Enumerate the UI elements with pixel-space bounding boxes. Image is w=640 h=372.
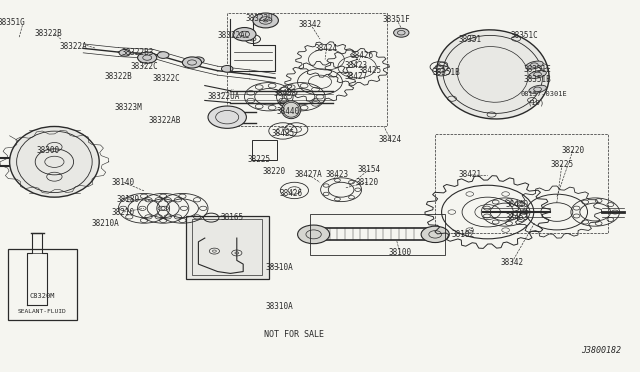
Text: 38220: 38220 xyxy=(262,167,285,176)
Text: 38120: 38120 xyxy=(356,178,379,187)
Ellipse shape xyxy=(282,101,301,119)
Text: 38322UA: 38322UA xyxy=(208,92,240,101)
Text: 38322C: 38322C xyxy=(130,62,158,71)
Text: 38300: 38300 xyxy=(36,146,60,155)
Bar xyxy=(252,140,277,160)
Text: J3800182: J3800182 xyxy=(581,346,621,355)
Circle shape xyxy=(253,13,278,28)
Circle shape xyxy=(421,226,449,243)
Text: C8320M: C8320M xyxy=(29,293,55,299)
Text: 38342: 38342 xyxy=(299,20,322,29)
Text: 38427: 38427 xyxy=(344,72,367,81)
Circle shape xyxy=(182,57,202,68)
Text: 38154: 38154 xyxy=(358,165,381,174)
Text: 38322B3: 38322B3 xyxy=(122,48,154,57)
Ellipse shape xyxy=(10,126,99,197)
Circle shape xyxy=(221,65,233,72)
Text: 38351E: 38351E xyxy=(524,65,552,74)
Circle shape xyxy=(157,52,169,58)
Text: 08157-0301E: 08157-0301E xyxy=(520,91,568,97)
Circle shape xyxy=(233,28,256,41)
Text: 38425: 38425 xyxy=(272,129,295,138)
Circle shape xyxy=(193,57,204,64)
Text: 38322B: 38322B xyxy=(104,72,132,81)
Text: 38322A: 38322A xyxy=(60,42,88,51)
Text: 38426: 38426 xyxy=(350,51,373,60)
Text: 38225: 38225 xyxy=(550,160,573,169)
Text: 38310A: 38310A xyxy=(266,302,294,311)
Text: 38225: 38225 xyxy=(248,155,271,164)
Circle shape xyxy=(298,225,330,244)
Text: 38421: 38421 xyxy=(459,170,482,179)
Text: (10): (10) xyxy=(528,100,545,106)
Text: NOT FOR SALE: NOT FOR SALE xyxy=(264,330,324,339)
Text: 38322AB: 38322AB xyxy=(149,116,181,125)
Ellipse shape xyxy=(529,70,547,78)
Circle shape xyxy=(138,52,157,63)
Text: 38440: 38440 xyxy=(506,200,529,209)
Ellipse shape xyxy=(529,85,547,93)
Text: 38440: 38440 xyxy=(276,107,300,116)
Text: 38310A: 38310A xyxy=(266,263,294,272)
Text: 38210: 38210 xyxy=(112,208,135,217)
Bar xyxy=(192,219,262,275)
Text: 38323M: 38323M xyxy=(114,103,142,112)
Text: 38210A: 38210A xyxy=(92,219,120,228)
Text: 38424: 38424 xyxy=(315,44,338,53)
Text: 38342: 38342 xyxy=(500,258,524,267)
Text: 38351G: 38351G xyxy=(0,18,26,27)
Text: 38425: 38425 xyxy=(358,66,381,75)
Text: 38424: 38424 xyxy=(379,135,402,144)
Text: SEALANT-FLUID: SEALANT-FLUID xyxy=(18,309,67,314)
Text: 38322B: 38322B xyxy=(34,29,62,38)
Text: 38426: 38426 xyxy=(280,189,303,198)
Text: 38453: 38453 xyxy=(506,213,529,222)
Text: 38220: 38220 xyxy=(561,146,584,155)
Text: 38453: 38453 xyxy=(273,89,296,97)
Text: 38351B: 38351B xyxy=(432,68,460,77)
Text: 38102: 38102 xyxy=(451,230,474,239)
Text: 38427A: 38427A xyxy=(294,170,323,179)
Text: 38423: 38423 xyxy=(325,170,348,179)
Ellipse shape xyxy=(525,61,543,69)
Circle shape xyxy=(208,106,246,128)
Circle shape xyxy=(394,28,409,37)
Text: 38322AC: 38322AC xyxy=(218,31,250,40)
Text: 38189: 38189 xyxy=(116,195,140,203)
Text: 38351F: 38351F xyxy=(383,15,411,24)
Text: 38322C: 38322C xyxy=(152,74,180,83)
Circle shape xyxy=(119,49,131,56)
Ellipse shape xyxy=(436,30,549,119)
Text: 38351B: 38351B xyxy=(524,76,552,84)
Text: 38351: 38351 xyxy=(459,35,482,44)
Text: 38140: 38140 xyxy=(112,178,135,187)
Text: 38100: 38100 xyxy=(388,248,412,257)
Bar xyxy=(8,249,77,320)
Text: 38351C: 38351C xyxy=(511,31,539,40)
Text: 38322U: 38322U xyxy=(245,14,273,23)
Bar xyxy=(186,216,269,279)
Bar xyxy=(310,214,445,255)
Text: 38423: 38423 xyxy=(344,61,367,70)
Text: 38165: 38165 xyxy=(220,213,243,222)
